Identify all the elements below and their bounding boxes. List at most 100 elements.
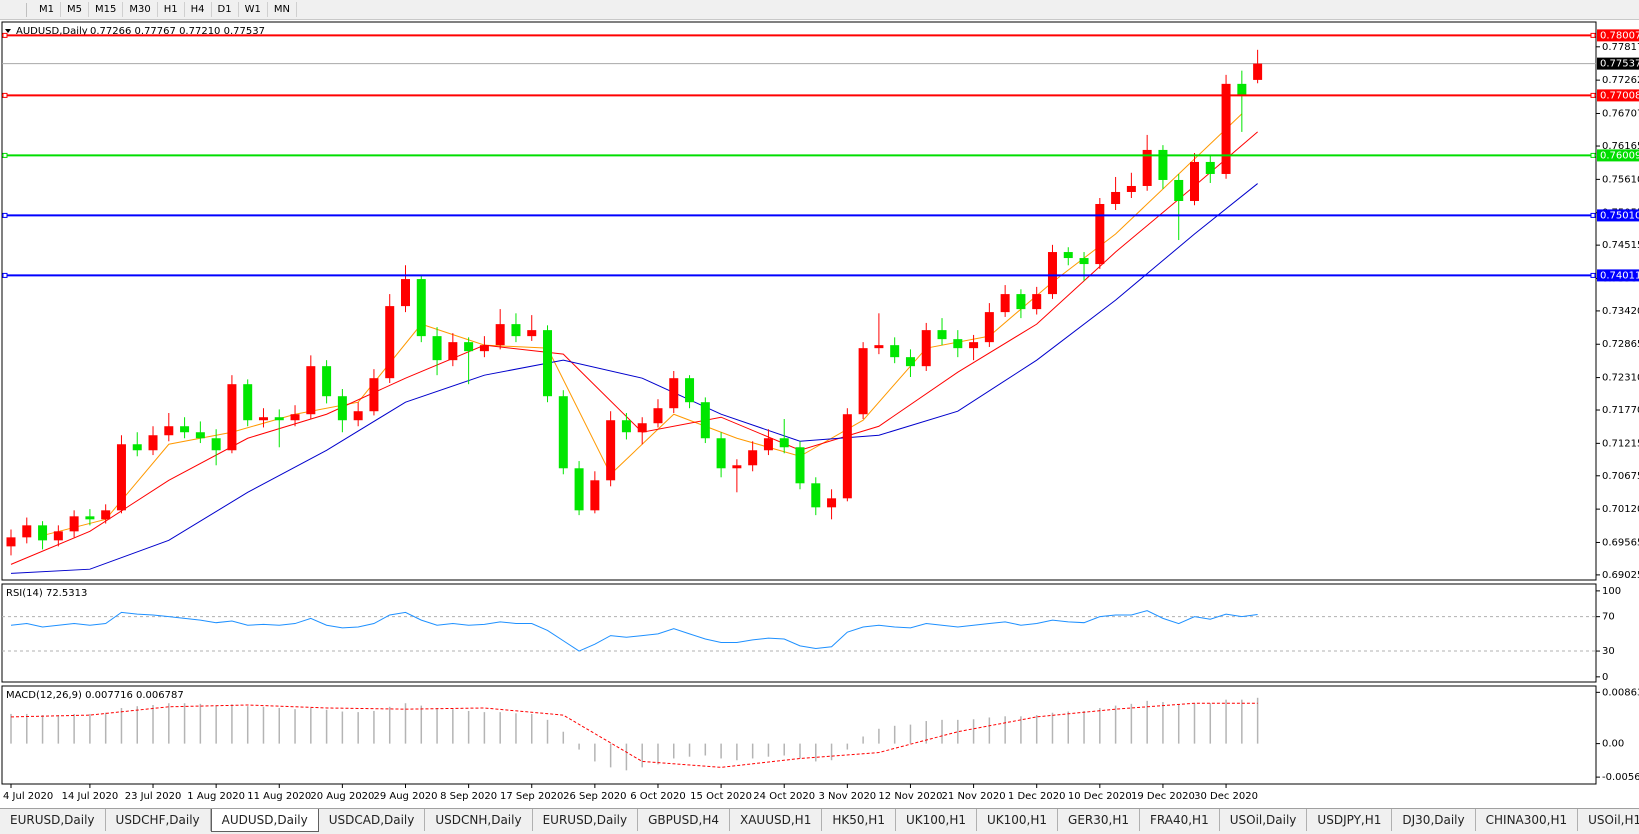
level-handle: [1590, 272, 1596, 278]
level-handle: [2, 272, 8, 278]
chart-tab[interactable]: USDCHF,Daily: [106, 809, 211, 831]
candle-body: [211, 438, 221, 451]
x-tick-label: 3 Nov 2020: [818, 791, 876, 802]
chart-tab[interactable]: USDCAD,Daily: [319, 809, 426, 831]
candle-body: [69, 516, 79, 532]
candle-body: [416, 279, 426, 337]
candle-body: [464, 342, 474, 352]
chart-tab[interactable]: AUDUSD,Daily: [210, 809, 319, 832]
candle-body: [606, 420, 616, 481]
timeframe-button[interactable]: M1: [33, 2, 61, 17]
candle-body: [621, 420, 631, 433]
level-price-box: [1597, 29, 1639, 42]
y-tick-label: 30: [1602, 646, 1615, 657]
timeframe-button[interactable]: H1: [158, 2, 185, 17]
candle-body: [85, 516, 95, 520]
x-tick-label: 12 Nov 2020: [878, 791, 942, 802]
level-price-box: [1597, 89, 1639, 102]
candle-body: [1000, 294, 1010, 313]
timeframe-button[interactable]: W1: [239, 2, 268, 17]
candle-body: [1174, 179, 1184, 201]
candle-body: [1221, 83, 1231, 174]
x-tick-label: 30 Dec 2020: [1194, 791, 1258, 802]
candle-body: [432, 336, 442, 361]
timeframe-button[interactable]: M30: [123, 2, 158, 17]
candle-body: [1190, 161, 1199, 201]
chart-tab[interactable]: DJ30,Daily: [1392, 809, 1476, 831]
candle-body: [164, 426, 174, 436]
candle-body: [1079, 258, 1089, 265]
chart-tab[interactable]: XAUUSD,H1: [730, 809, 823, 831]
candle-body: [732, 465, 742, 469]
level-price-box: [1597, 149, 1639, 162]
timeframe-button[interactable]: H4: [185, 2, 212, 17]
x-tick-label: 29 Aug 2020: [373, 791, 437, 802]
timeframe-button[interactable]: MN: [268, 2, 297, 17]
header-arrow: [5, 29, 11, 33]
chart-tab[interactable]: USOil,H1: [1578, 809, 1639, 831]
x-tick-label: 24 Oct 2020: [753, 791, 815, 802]
candle-body: [574, 468, 584, 511]
chart-tabs: EURUSD,Daily USDCHF,Daily AUDUSD,Daily USDC…: [0, 808, 1639, 834]
chart-tab[interactable]: FRA40,H1: [1140, 809, 1220, 831]
x-tick-label: 6 Oct 2020: [630, 791, 685, 802]
chart-tab[interactable]: UK100,H1: [977, 809, 1059, 831]
candle-body: [258, 417, 268, 421]
chart-tab[interactable]: GBPUSD,H4: [638, 809, 730, 831]
timeframe-button[interactable]: D1: [212, 2, 239, 17]
candle-body: [180, 426, 190, 433]
candle-body: [101, 510, 111, 520]
candle-body: [1205, 161, 1215, 174]
x-tick-label: 8 Sep 2020: [440, 791, 497, 802]
toolbar-icon[interactable]: [0, 2, 27, 17]
candle-body: [890, 345, 900, 358]
x-tick-label: 10 Dec 2020: [1068, 791, 1132, 802]
level-price-label: 0.74011: [1600, 270, 1639, 281]
level-price-label: 0.78007: [1600, 30, 1639, 41]
y-tick-label: 0.69025: [1602, 570, 1639, 581]
chart-tab[interactable]: GER30,H1: [1058, 809, 1140, 831]
candle-body: [1063, 252, 1073, 259]
candle-body: [874, 345, 884, 349]
candle-body: [1095, 203, 1105, 265]
chart-tab[interactable]: CHINA300,H1: [1476, 809, 1579, 831]
candle-body: [953, 339, 963, 349]
candle-body: [290, 414, 300, 421]
level-handle: [1590, 32, 1596, 38]
current-price-label: 0.77537: [1600, 59, 1639, 70]
chart-tab[interactable]: USOil,Daily: [1220, 809, 1308, 831]
rsi-line: [10, 610, 1258, 652]
timeframe-button[interactable]: M5: [61, 2, 89, 17]
chart-tab[interactable]: HK50,H1: [822, 809, 896, 831]
chart-tab[interactable]: EURUSD,Daily: [0, 809, 106, 831]
chart-tab[interactable]: USDCNH,Daily: [425, 809, 533, 831]
panel-frame: [1, 583, 1597, 683]
y-tick-label: 0.70675: [1602, 471, 1639, 482]
level-handle: [2, 212, 8, 218]
y-tick-label: 0.008633: [1602, 687, 1639, 698]
chart-tab[interactable]: UK100,H1: [896, 809, 977, 831]
x-tick-label: 14 Jul 2020: [62, 791, 119, 802]
timeframe-button[interactable]: M15: [89, 2, 124, 17]
candle-body: [116, 444, 126, 511]
level-handle: [1590, 92, 1596, 98]
candle-body: [1253, 63, 1263, 80]
chart-tab[interactable]: USDJPY,H1: [1307, 809, 1393, 831]
candle-body: [653, 408, 663, 424]
candle-body: [969, 342, 979, 349]
candle-body: [1126, 185, 1136, 192]
candle-body: [543, 330, 553, 397]
candle-body: [511, 324, 521, 337]
y-tick-label: -0.005641: [1602, 772, 1639, 783]
candle-body: [1111, 191, 1121, 204]
moving-average: [10, 131, 1258, 565]
candle-body: [842, 414, 852, 499]
level-price-box: [1597, 209, 1639, 222]
chart-tab[interactable]: EURUSD,Daily: [533, 809, 639, 831]
level-price-label: 0.76009: [1600, 150, 1639, 161]
macd-signal-line: [10, 702, 1258, 768]
